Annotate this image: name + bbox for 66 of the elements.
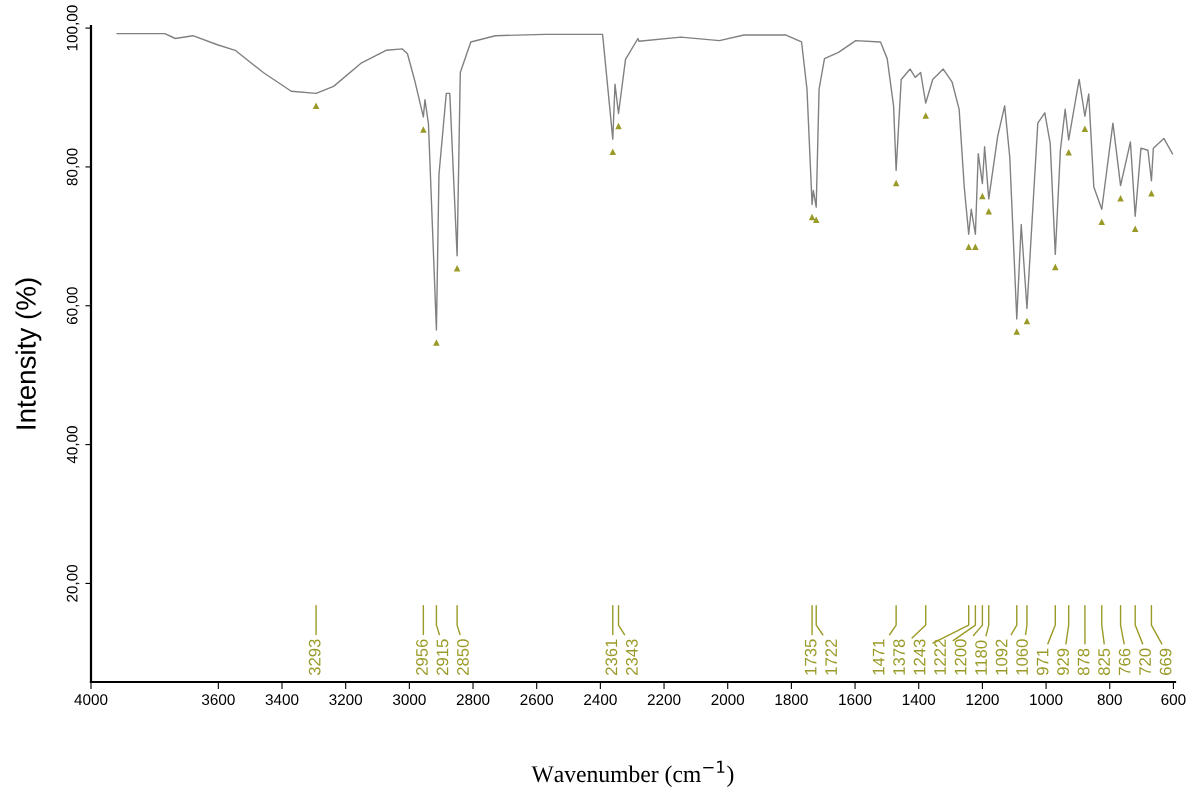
annotation: 825: [1098, 648, 1110, 676]
x-tick-label: 2200: [647, 694, 681, 706]
annotation: 1060: [1016, 639, 1028, 675]
y-tick-label: 20,00: [66, 564, 80, 602]
annotation: 1471: [872, 639, 885, 675]
point: [972, 243, 979, 251]
annotation: 1092: [995, 639, 1008, 675]
x-tick-label: 1200: [966, 694, 999, 706]
annotation: 1722: [825, 639, 837, 675]
x-tick-label: 3400: [265, 694, 299, 706]
point: [892, 179, 900, 187]
point: [1013, 328, 1021, 335]
annotation: 2343: [625, 639, 638, 675]
point: [1052, 263, 1059, 271]
annotation: 2361: [605, 639, 618, 675]
y-tick-label: 100,00: [66, 5, 80, 51]
x-tick-label: 1400: [902, 694, 936, 706]
annotation: 878: [1077, 648, 1090, 676]
point: [1081, 125, 1089, 132]
annotation: 766: [1118, 648, 1131, 675]
point: [985, 208, 993, 215]
annotation: 1243: [913, 639, 926, 675]
annotation: 1735: [804, 639, 817, 675]
point: [1098, 218, 1106, 226]
point: [1148, 190, 1155, 197]
point: [965, 243, 972, 251]
x-tick-label: 600: [1161, 694, 1186, 706]
point: [1065, 149, 1072, 156]
annotation: 1200: [954, 639, 967, 675]
annotation: 3293: [308, 639, 321, 676]
x-tick-label: 3200: [329, 694, 363, 706]
x-tick-label: 1600: [839, 694, 872, 706]
x-tick-label: 3000: [392, 694, 426, 706]
annotation: 1180: [975, 640, 987, 675]
annotation: 720: [1139, 648, 1151, 675]
annotation: 1222: [934, 639, 946, 675]
annotation: 1378: [893, 639, 905, 675]
x-tick-label: 1000: [1030, 694, 1063, 706]
annotation: 929: [1057, 648, 1069, 675]
point: [312, 102, 320, 110]
x-tick-label: 2400: [584, 694, 617, 706]
x-tick-label: 2000: [711, 694, 745, 706]
point: [609, 148, 617, 155]
annotation: 971: [1036, 648, 1049, 675]
x-tick-label: 800: [1097, 694, 1122, 706]
annotation: 669: [1159, 648, 1172, 675]
x-tick-label: 2800: [456, 694, 490, 706]
y-axis-title: Intensity (%): [15, 278, 42, 429]
point: [453, 265, 461, 272]
x-tick-label: 4000: [74, 694, 108, 706]
y-tick-label: 60,00: [66, 287, 80, 325]
point: [1131, 225, 1139, 232]
point: [812, 216, 820, 223]
x-tick-label: 1800: [775, 694, 808, 706]
point: [433, 339, 440, 346]
annotation: 2915: [436, 639, 449, 675]
y-tick-label: 40,00: [66, 426, 80, 464]
annotation: 2956: [416, 639, 428, 675]
y-tick-label: 80,00: [66, 148, 80, 186]
point: [420, 126, 427, 133]
x-tick-label: 2600: [520, 694, 554, 706]
annotation: 2850: [457, 639, 469, 675]
line-series: [116, 32, 1174, 331]
x-axis-title: Wavenumber (cm$^{−1}$): [531, 760, 734, 787]
point: [922, 112, 929, 119]
x-tick-label: 3600: [201, 694, 235, 706]
